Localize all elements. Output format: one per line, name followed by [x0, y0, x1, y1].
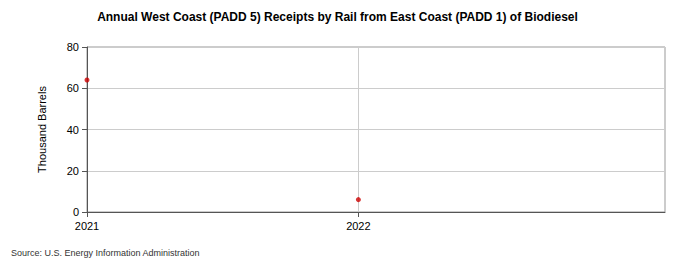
- svg-text:Thousand Barrels: Thousand Barrels: [36, 86, 48, 173]
- svg-text:80: 80: [67, 41, 79, 53]
- svg-text:2022: 2022: [346, 220, 370, 232]
- svg-text:60: 60: [67, 82, 79, 94]
- svg-text:Source: U.S. Energy Informatio: Source: U.S. Energy Information Administ…: [11, 248, 200, 258]
- svg-text:2021: 2021: [75, 220, 99, 232]
- svg-text:0: 0: [73, 206, 79, 218]
- svg-text:Annual West Coast (PADD 5) Rec: Annual West Coast (PADD 5) Receipts by R…: [97, 10, 578, 24]
- svg-text:40: 40: [67, 124, 79, 136]
- svg-text:20: 20: [67, 165, 79, 177]
